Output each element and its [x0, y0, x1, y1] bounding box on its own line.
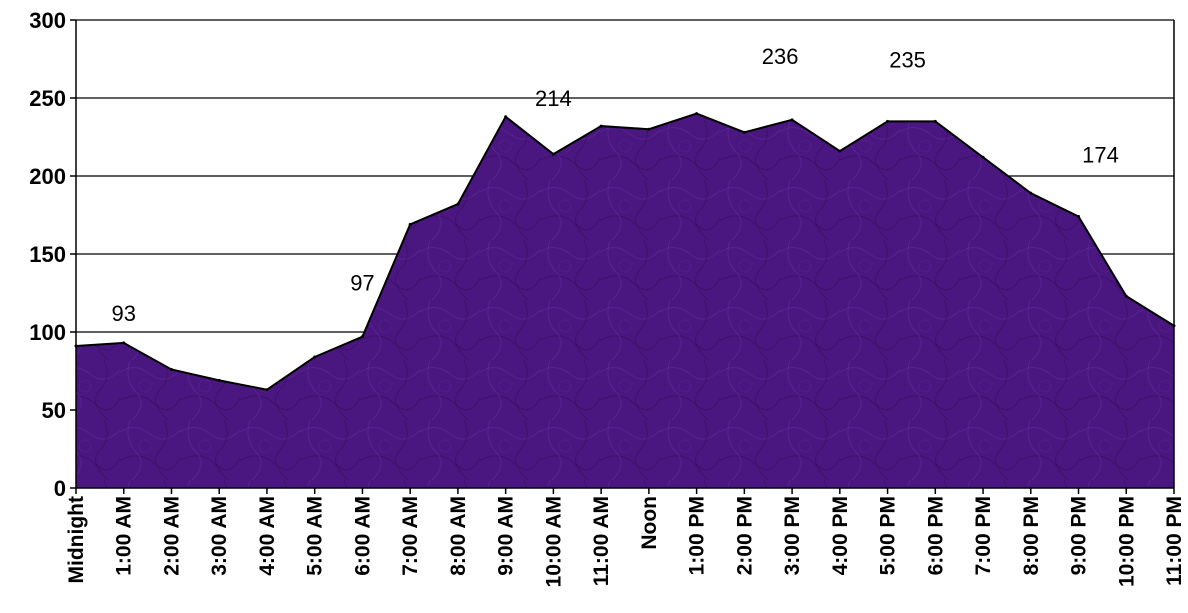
data-point-9: [504, 115, 508, 119]
y-tick-label-100: 100: [29, 320, 66, 345]
y-axis-ticks: 0 50 100 150 200 250 300: [29, 8, 76, 501]
x-tick-label-20: 8:00 PM: [1020, 496, 1043, 575]
x-tick-label-19: 7:00 PM: [972, 496, 995, 575]
y-tick-label-0: 0: [54, 476, 66, 501]
data-point-17: [886, 119, 890, 123]
data-point-10: [551, 152, 555, 156]
data-label-10: 214: [535, 86, 572, 111]
x-tick-label-14: 2:00 PM: [733, 496, 756, 575]
x-tick-label-0: Midnight: [65, 496, 88, 583]
x-tick-label-23: 11:00 PM: [1163, 496, 1186, 586]
y-tick-label-200: 200: [29, 164, 66, 189]
y-tick-label-150: 150: [29, 242, 66, 267]
data-label-15: 236: [762, 44, 799, 69]
x-axis-ticks: Midnight 1:00 AM 2:00 AM 3:00 AM 4:00 AM 5:00…: [65, 488, 1186, 587]
data-point-11: [599, 124, 603, 128]
x-tick-label-3: 3:00 AM: [208, 496, 231, 576]
x-tick-label-22: 10:00 PM: [1115, 496, 1138, 587]
x-tick-label-12: Noon: [638, 496, 661, 550]
x-tick-label-13: 1:00 PM: [686, 496, 709, 575]
data-point-20: [1029, 191, 1033, 195]
data-label-21: 174: [1082, 143, 1119, 168]
data-point-5: [313, 355, 317, 359]
x-tick-label-11: 11:00 AM: [590, 496, 613, 586]
data-labels: 93 97 214 236 235 174: [111, 44, 1118, 326]
x-tick-label-1: 1:00 AM: [113, 496, 136, 576]
area-fill: [76, 113, 1174, 488]
data-point-22: [1124, 294, 1128, 298]
series-line: [75, 112, 1175, 391]
x-tick-label-6: 6:00 AM: [351, 496, 374, 576]
x-tick-label-8: 8:00 AM: [447, 496, 470, 576]
data-point-8: [456, 202, 460, 206]
x-tick-label-16: 4:00 PM: [829, 496, 852, 575]
data-point-13: [695, 112, 699, 116]
data-point-19: [981, 155, 985, 159]
data-point-6: [360, 335, 364, 339]
data-label-6: 97: [350, 271, 374, 296]
data-point-2: [169, 367, 173, 371]
data-point-4: [265, 388, 269, 392]
data-point-16: [838, 149, 842, 153]
x-tick-label-2: 2:00 AM: [160, 496, 183, 576]
x-tick-label-4: 4:00 AM: [256, 496, 279, 576]
x-tick-label-10: 10:00 AM: [542, 496, 565, 587]
data-point-12: [647, 127, 651, 131]
data-point-21: [1077, 215, 1081, 219]
x-tick-label-17: 5:00 PM: [877, 496, 900, 575]
data-label-17: 235: [889, 47, 926, 72]
data-point-1: [122, 341, 126, 345]
data-point-14: [742, 130, 746, 134]
x-tick-label-9: 9:00 AM: [495, 496, 518, 576]
x-tick-label-18: 6:00 PM: [924, 496, 947, 575]
data-point-15: [790, 118, 794, 122]
data-point-3: [217, 378, 221, 382]
x-tick-label-7: 7:00 AM: [399, 496, 422, 576]
area-series: [74, 112, 1176, 488]
data-point-7: [408, 222, 412, 226]
y-tick-label-300: 300: [29, 8, 66, 33]
data-label-1: 93: [111, 301, 135, 326]
y-tick-label-250: 250: [29, 86, 66, 111]
x-tick-label-5: 5:00 AM: [304, 496, 327, 576]
data-point-18: [933, 119, 937, 123]
x-tick-label-15: 3:00 PM: [781, 496, 804, 575]
x-tick-label-21: 9:00 PM: [1068, 496, 1091, 575]
y-tick-label-50: 50: [42, 398, 66, 423]
